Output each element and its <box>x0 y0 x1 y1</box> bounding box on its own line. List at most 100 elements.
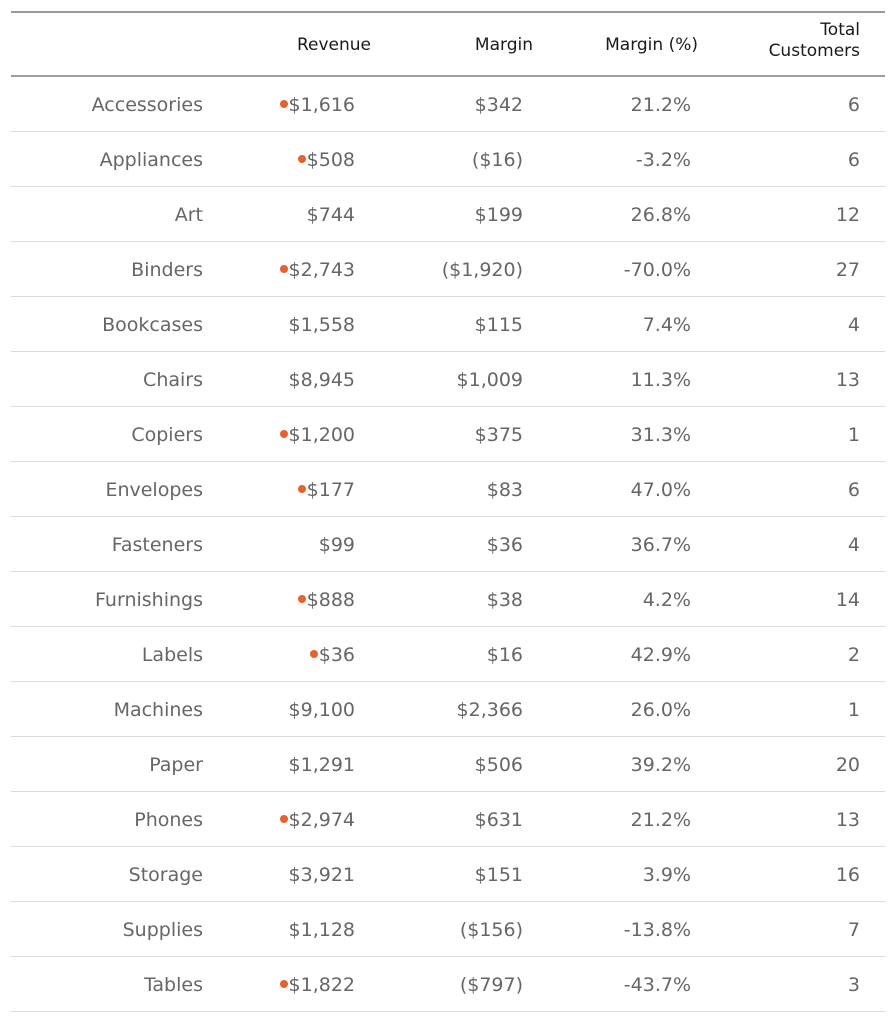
header-margin-pct[interactable]: Margin (%) <box>605 35 698 55</box>
flag-dot-icon <box>297 155 306 163</box>
revenue-value: $1,822 <box>288 974 355 996</box>
margin-pct-cell: 4.2% <box>642 589 691 611</box>
margin-cell: $342 <box>474 94 523 116</box>
revenue-cell: $99 <box>319 517 355 570</box>
table-body: Accessories $1,616 $342 21.2% 6 Appliances $50… <box>11 77 885 1012</box>
header-revenue[interactable]: Revenue <box>296 35 371 55</box>
margin-pct-cell: 39.2% <box>630 754 691 776</box>
customers-cell: 27 <box>835 259 860 281</box>
category-cell: Phones <box>134 809 203 831</box>
flag-dot-icon <box>297 485 306 493</box>
margin-pct-cell: 21.2% <box>630 94 691 116</box>
table-row[interactable]: Envelopes $177 $83 47.0% 6 <box>11 462 885 517</box>
revenue-value: $99 <box>318 534 355 556</box>
margin-cell: $631 <box>474 809 523 831</box>
category-cell: Art <box>174 204 203 226</box>
customers-cell: 20 <box>835 754 860 776</box>
margin-cell: $375 <box>474 424 523 446</box>
revenue-value: $1,128 <box>288 919 355 941</box>
flag-dot-icon <box>297 595 306 603</box>
margin-pct-cell: -3.2% <box>635 149 691 171</box>
revenue-value: $177 <box>306 479 355 501</box>
flag-dot-icon <box>279 430 288 438</box>
revenue-value: $888 <box>306 589 355 611</box>
table-row[interactable]: Furnishings $888 $38 4.2% 14 <box>11 572 885 627</box>
customers-cell: 13 <box>835 369 860 391</box>
margin-pct-cell: 21.2% <box>630 809 691 831</box>
revenue-value: $2,974 <box>288 809 355 831</box>
revenue-cell: $9,100 <box>289 682 355 735</box>
category-cell: Binders <box>131 259 203 281</box>
table-row[interactable]: Labels $36 $16 42.9% 2 <box>11 627 885 682</box>
margin-cell: $151 <box>474 864 523 886</box>
header-margin[interactable]: Margin <box>474 35 533 55</box>
category-cell: Envelopes <box>105 479 203 501</box>
margin-pct-cell: 42.9% <box>630 644 691 666</box>
revenue-cell: $1,558 <box>289 297 355 350</box>
revenue-cell: $2,974 <box>279 792 355 845</box>
table-row[interactable]: Appliances $508 ($16) -3.2% 6 <box>11 132 885 187</box>
margin-cell: $1,009 <box>456 369 523 391</box>
revenue-value: $1,616 <box>288 94 355 116</box>
margin-cell: $199 <box>474 204 523 226</box>
table-header: Revenue Margin Margin (%) Total Customer… <box>11 13 885 75</box>
revenue-cell: $36 <box>309 627 355 680</box>
customers-cell: 1 <box>847 424 860 446</box>
margin-cell: $16 <box>486 644 523 666</box>
table-row[interactable]: Supplies $1,128 ($156) -13.8% 7 <box>11 902 885 957</box>
revenue-value: $2,743 <box>288 259 355 281</box>
table-row[interactable]: Tables $1,822 ($797) -43.7% 3 <box>11 957 885 1012</box>
revenue-cell: $8,945 <box>289 352 355 405</box>
margin-cell: $83 <box>486 479 523 501</box>
table-row[interactable]: Bookcases $1,558 $115 7.4% 4 <box>11 297 885 352</box>
table-row[interactable]: Paper $1,291 $506 39.2% 20 <box>11 737 885 792</box>
margin-cell: ($797) <box>459 974 523 996</box>
category-cell: Storage <box>128 864 203 886</box>
margin-cell: $38 <box>486 589 523 611</box>
customers-cell: 4 <box>847 314 860 336</box>
customers-cell: 14 <box>835 589 860 611</box>
header-total-customers-line1: Total <box>820 20 860 40</box>
margin-pct-cell: 26.8% <box>630 204 691 226</box>
flag-dot-icon <box>279 815 288 823</box>
table-row[interactable]: Fasteners $99 $36 36.7% 4 <box>11 517 885 572</box>
revenue-cell: $888 <box>297 572 355 625</box>
revenue-value: $8,945 <box>288 369 355 391</box>
margin-cell: $2,366 <box>456 699 523 721</box>
customers-cell: 6 <box>847 94 860 116</box>
table-row[interactable]: Copiers $1,200 $375 31.3% 1 <box>11 407 885 462</box>
margin-cell: $506 <box>474 754 523 776</box>
customers-cell: 16 <box>835 864 860 886</box>
table-row[interactable]: Accessories $1,616 $342 21.2% 6 <box>11 77 885 132</box>
category-cell: Chairs <box>143 369 203 391</box>
margin-pct-cell: 31.3% <box>630 424 691 446</box>
margin-pct-cell: -70.0% <box>623 259 691 281</box>
revenue-value: $36 <box>318 644 355 666</box>
table-row[interactable]: Storage $3,921 $151 3.9% 16 <box>11 847 885 902</box>
revenue-cell: $1,291 <box>289 737 355 790</box>
revenue-cell: $1,200 <box>279 407 355 460</box>
table-row[interactable]: Phones $2,974 $631 21.2% 13 <box>11 792 885 847</box>
customers-cell: 6 <box>847 149 860 171</box>
table-row[interactable]: Binders $2,743 ($1,920) -70.0% 27 <box>11 242 885 297</box>
customers-cell: 2 <box>847 644 860 666</box>
table-row[interactable]: Art $744 $199 26.8% 12 <box>11 187 885 242</box>
margin-pct-cell: -13.8% <box>623 919 691 941</box>
category-cell: Supplies <box>122 919 203 941</box>
table-row[interactable]: Machines $9,100 $2,366 26.0% 1 <box>11 682 885 737</box>
customers-cell: 4 <box>847 534 860 556</box>
category-cell: Accessories <box>91 94 203 116</box>
category-cell: Paper <box>149 754 203 776</box>
table-row[interactable]: Chairs $8,945 $1,009 11.3% 13 <box>11 352 885 407</box>
margin-cell: $115 <box>474 314 523 336</box>
category-cell: Bookcases <box>102 314 203 336</box>
margin-pct-cell: 3.9% <box>642 864 691 886</box>
margin-pct-cell: 26.0% <box>630 699 691 721</box>
revenue-cell: $1,128 <box>289 902 355 955</box>
revenue-cell: $508 <box>297 132 355 185</box>
category-cell: Tables <box>143 974 203 996</box>
category-cell: Machines <box>113 699 203 721</box>
header-total-customers[interactable]: Total Customers <box>769 20 860 62</box>
customers-cell: 7 <box>847 919 860 941</box>
revenue-value: $1,558 <box>288 314 355 336</box>
